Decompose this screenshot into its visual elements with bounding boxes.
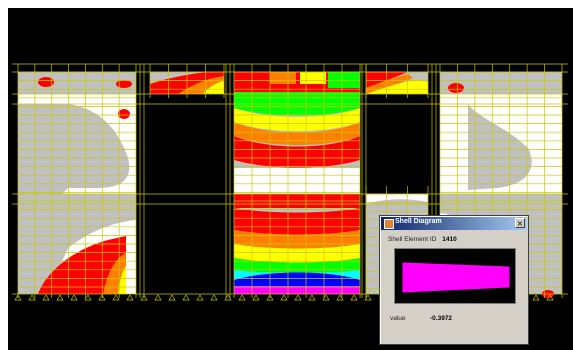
contour-band-orange [234,122,360,145]
support-marker [126,294,134,301]
support-marker [280,294,288,301]
contour-band-orange [270,72,296,84]
diagram-canvas [402,262,510,293]
support-marker [28,294,36,301]
diagram-shape [402,262,510,293]
value-label: value [390,315,406,322]
contour-band-yellow [234,108,360,131]
beam-panel-right [366,72,428,94]
dialog-titlebar[interactable]: Shell Diagram × [381,217,527,230]
support-marker [364,294,372,301]
support-marker [294,294,302,301]
contour-band-yellow [234,244,360,263]
support-marker [14,294,22,301]
support-marker [84,294,92,301]
wall-panel-center [234,72,360,294]
element-id-row: Shell Element ID 1410 [388,236,457,243]
contour-gray-region [468,104,532,190]
contour-band-green [234,258,360,273]
shell-diagram-app-icon [384,219,394,229]
support-marker [532,294,540,301]
support-marker [224,294,232,301]
contour-red-spot [448,83,464,93]
contour-band-green [328,72,360,88]
support-marker [308,294,316,301]
support-marker [322,294,330,301]
support-marker [98,294,106,301]
shell-diagram-dialog[interactable]: Shell Diagram × Shell Element ID 1410 va… [379,215,529,345]
support-marker [42,294,50,301]
panel-white-gap [234,168,360,194]
support-marker [252,294,260,301]
contour-red-spot [118,109,130,119]
contour-gray-strip [440,72,562,94]
contour-yellow-region [366,80,428,94]
contour-yellow-region [203,81,224,94]
wall-panel-left [18,72,136,294]
support-marker [168,294,176,301]
support-marker [140,294,148,301]
contour-band-yellow [300,72,326,84]
close-icon[interactable]: × [515,218,525,228]
support-marker [336,294,344,301]
element-id-label: Shell Element ID [388,236,437,243]
support-marker [112,294,120,301]
support-marker [266,294,274,301]
contour-band-blue [234,272,360,288]
contour-band-magenta [234,286,360,294]
support-marker [210,294,218,301]
dialog-title: Shell Diagram [395,218,442,225]
contour-red-region [38,236,126,294]
support-marker [546,294,554,301]
contour-band-red [234,136,360,168]
element-id-value: 1410 [442,236,457,243]
value-number: -0.3972 [430,315,453,322]
shell-force-diagram [394,248,516,304]
support-marker [154,294,162,301]
support-marker [350,294,358,301]
support-marker [182,294,190,301]
support-marker [70,294,78,301]
contour-band-red [234,208,360,235]
support-marker [196,294,204,301]
contour-band-cyan [234,270,360,280]
support-marker [238,294,246,301]
support-marker [56,294,64,301]
contour-red-spot [38,77,54,87]
contour-gray-region [18,194,136,294]
contour-red-spot [116,80,132,88]
